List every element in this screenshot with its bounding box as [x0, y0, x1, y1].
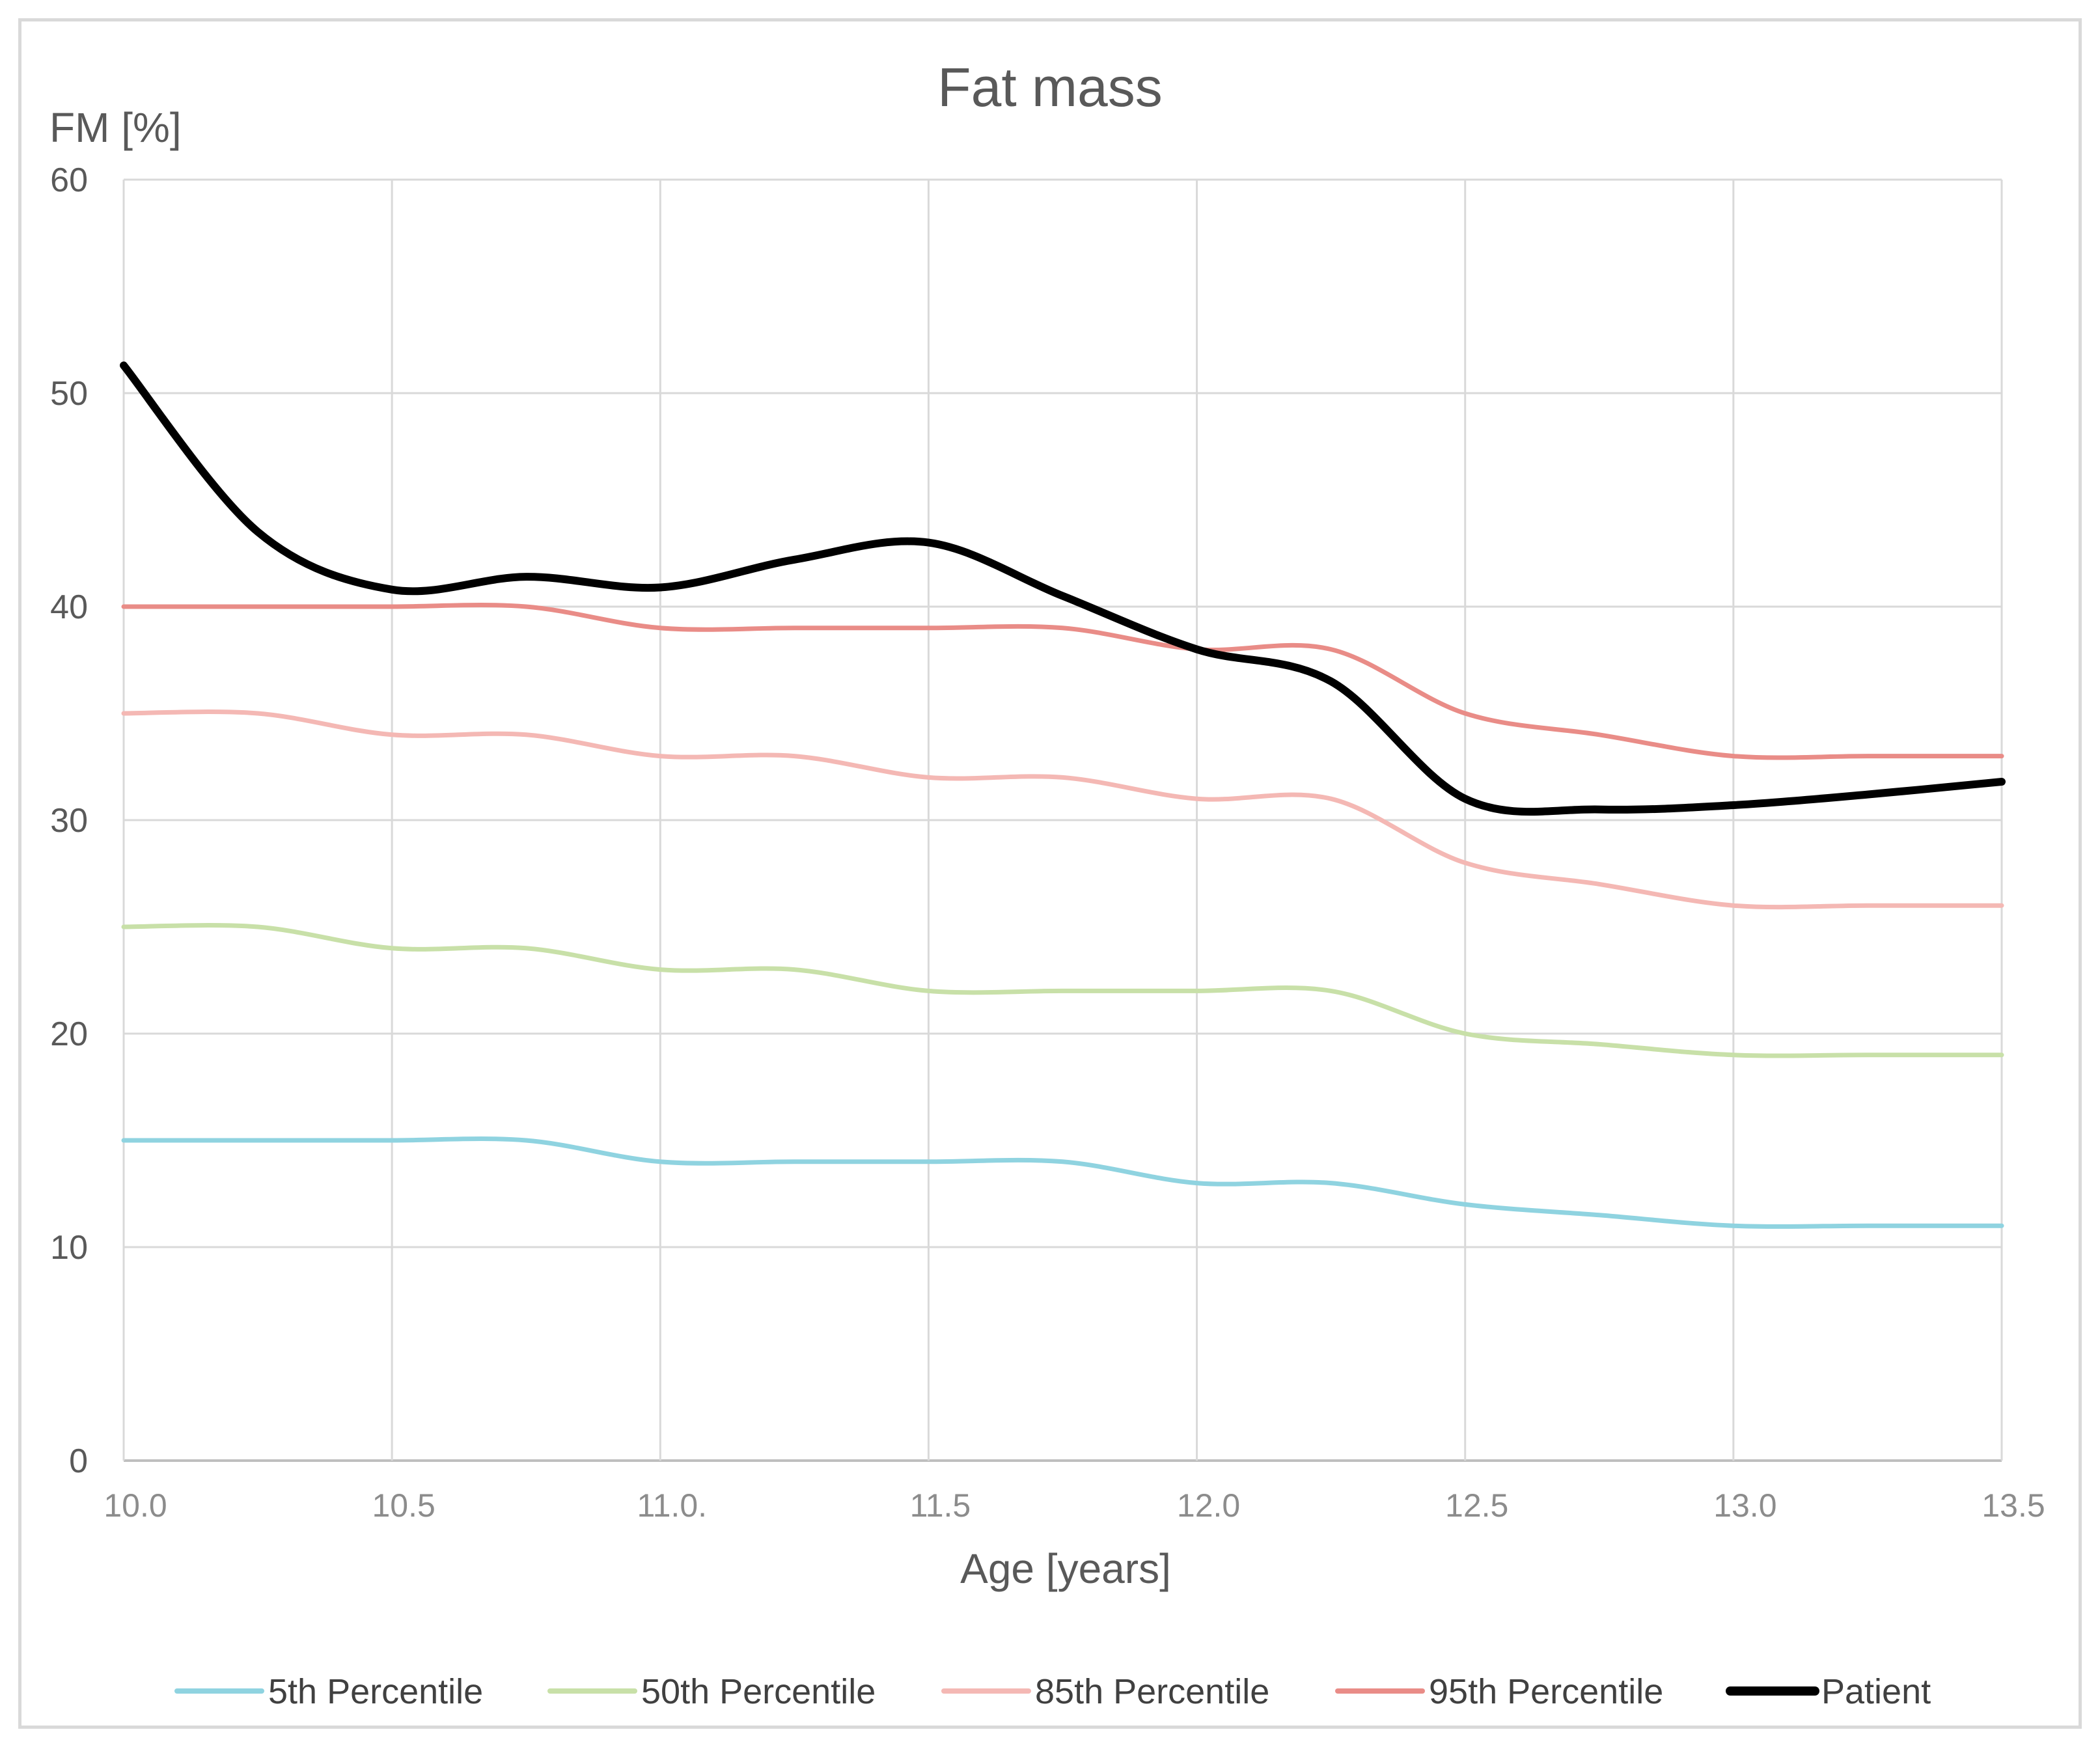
x-tick-label: 10.0	[104, 1487, 167, 1524]
y-tick-label: 0	[69, 1442, 88, 1480]
legend-label-85th-percentile: 85th Percentile	[1035, 1672, 1269, 1711]
legend-label-50th-percentile: 50th Percentile	[641, 1672, 876, 1711]
y-tick-label: 50	[50, 375, 88, 413]
x-tick-label: 10.5	[372, 1487, 435, 1524]
chart-title: Fat mass	[937, 57, 1162, 118]
y-tick-labels: 0 10 20 30 40 50 60	[50, 161, 88, 1480]
series-line-95th-percentile	[121, 603, 2004, 760]
y-tick-label: 30	[50, 802, 88, 840]
series-line-5th-percentile	[121, 1136, 2004, 1229]
y-tick-label: 20	[50, 1015, 88, 1053]
x-tick-label: 12.0	[1177, 1487, 1240, 1524]
legend-label-patient: Patient	[1821, 1672, 1931, 1711]
series-line-patient	[120, 361, 2006, 816]
x-tick-label: 11.5	[910, 1487, 971, 1524]
x-tick-label: 13.5	[1982, 1487, 2045, 1524]
chart-frame	[18, 18, 2082, 1729]
series-line-50th-percentile	[121, 923, 2004, 1058]
x-tick-label: 13.0	[1713, 1487, 1776, 1524]
series-lines	[120, 361, 2006, 1229]
x-axis-label: Age [years]	[960, 1545, 1171, 1592]
x-tick-labels: 10.0 10.5 11.0. 11.5 12.0 12.5 13.0 13.5	[104, 1487, 2045, 1524]
y-tick-label: 10	[50, 1229, 88, 1267]
y-axis-label: FM [%]	[49, 104, 182, 151]
legend: 5th Percentile 50th Percentile 85th Percen…	[174, 1672, 1931, 1711]
x-tick-label: 11.0.	[637, 1487, 708, 1524]
y-tick-label: 40	[50, 588, 88, 626]
series-line-85th-percentile	[121, 709, 2004, 910]
x-tick-label: 12.5	[1445, 1487, 1508, 1524]
legend-label-5th-percentile: 5th Percentile	[268, 1672, 483, 1711]
grid-lines	[122, 178, 2003, 1462]
legend-label-95th-percentile: 95th Percentile	[1429, 1672, 1663, 1711]
y-tick-label: 60	[50, 161, 88, 199]
